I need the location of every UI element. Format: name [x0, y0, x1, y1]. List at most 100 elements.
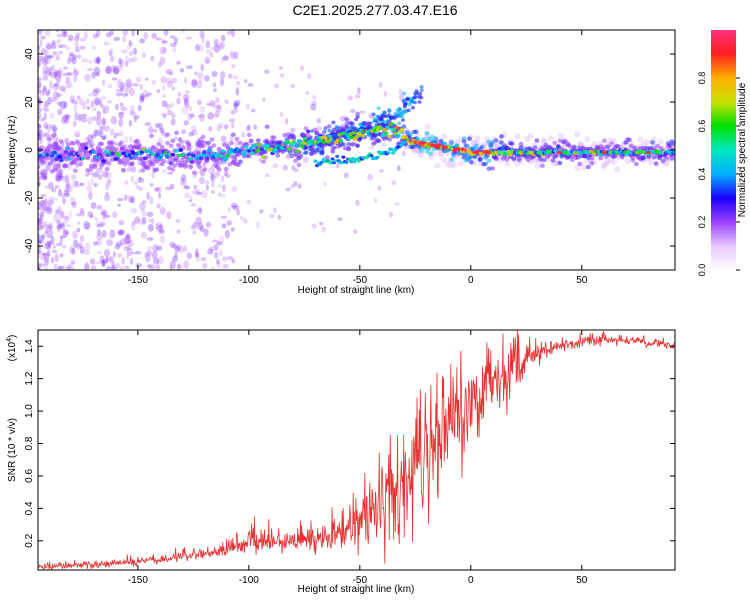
heatmap-cell [52, 244, 57, 250]
heatmap-cell [154, 159, 160, 164]
heatmap-cell [315, 164, 319, 168]
heatmap-cell [92, 172, 100, 178]
heatmap-cell [317, 135, 322, 140]
heatmap-cell [136, 144, 142, 150]
heatmap-cell [129, 111, 137, 116]
heatmap-cell [43, 252, 50, 260]
heatmap-cell [197, 114, 205, 118]
heatmap-cell [119, 238, 127, 246]
heatmap-cell [120, 167, 126, 173]
heatmap-cell [223, 170, 229, 176]
heatmap-cell [216, 124, 222, 132]
heatmap-cell [86, 68, 94, 72]
heatmap-cell [126, 253, 130, 260]
heatmap-cell [96, 117, 102, 126]
heatmap-cell [131, 56, 138, 62]
heatmap-cell [121, 49, 128, 54]
heatmap-cell [169, 264, 173, 270]
heatmap-cell [137, 218, 144, 226]
heatmap-cell [63, 216, 70, 225]
heatmap-cell [50, 71, 57, 79]
heatmap-cell [86, 98, 90, 104]
y-tick-label: 0 [24, 147, 35, 153]
heatmap-cell [38, 61, 41, 69]
heatmap-cell [115, 92, 122, 97]
heatmap-cell [41, 233, 46, 240]
heatmap-cell [209, 137, 215, 142]
heatmap-cell [144, 149, 149, 154]
heatmap-cell [55, 170, 62, 178]
heatmap-cell [41, 133, 48, 138]
heatmap-cell [581, 164, 587, 171]
heatmap-cell [243, 218, 248, 224]
heatmap-cell [67, 183, 74, 193]
heatmap-cell [126, 166, 133, 172]
heatmap-cell [94, 99, 101, 105]
heatmap-cell [58, 73, 62, 83]
heatmap-cell [401, 99, 406, 103]
heatmap-cell [170, 138, 176, 143]
heatmap-cell [220, 34, 226, 42]
heatmap-cell [216, 167, 222, 172]
heatmap-cell [499, 140, 504, 145]
heatmap-cell [142, 160, 147, 166]
heatmap-cell [46, 240, 52, 247]
heatmap-cell [39, 145, 44, 150]
heatmap-cell [574, 131, 581, 138]
heatmap-cell [162, 40, 168, 44]
heatmap-cell [42, 107, 50, 111]
heatmap-cell [111, 77, 118, 81]
heatmap-cell [160, 153, 165, 157]
heatmap-cell [111, 260, 116, 268]
heatmap-cell [94, 88, 101, 94]
heatmap-cell [591, 140, 597, 147]
heatmap-cell [46, 203, 52, 213]
heatmap-cell [299, 144, 305, 149]
heatmap-cell [62, 31, 67, 38]
heatmap-cell [424, 149, 430, 154]
heatmap-cell [73, 35, 80, 42]
y-tick-label: 1.2 [24, 371, 35, 385]
heatmap-cell [216, 104, 221, 110]
heatmap-cell [63, 230, 69, 235]
heatmap-cell [73, 239, 79, 249]
heatmap-cell [669, 156, 675, 161]
colorbar-label: Normalized spectral amplitude [737, 82, 748, 217]
heatmap-cell [56, 171, 63, 180]
heatmap-cell [143, 252, 149, 258]
heatmap-cell [200, 63, 205, 72]
heatmap-cell [516, 157, 522, 162]
heatmap-cell [39, 224, 45, 230]
heatmap-cell [125, 82, 132, 90]
heatmap-cell [44, 125, 49, 130]
heatmap-cell [158, 228, 165, 235]
heatmap-cell [543, 142, 549, 148]
heatmap-cell [87, 140, 92, 145]
heatmap-cell [190, 224, 196, 230]
heatmap-cell [90, 100, 95, 108]
heatmap-cell [38, 164, 41, 170]
heatmap-cell [198, 44, 204, 53]
page-title: C2E1.2025.277.03.47.E16 [292, 2, 458, 18]
heatmap-cell [52, 151, 58, 155]
heatmap-cell [399, 127, 404, 132]
colorbar-tick-label: 0.0 [697, 264, 707, 277]
heatmap-cell [175, 143, 181, 148]
x-tick-label: -50 [353, 275, 368, 286]
heatmap-cell [78, 98, 85, 106]
heatmap-cell [124, 88, 129, 96]
heatmap-cell [130, 195, 135, 203]
heatmap-cell [541, 157, 547, 163]
heatmap-cell [165, 132, 171, 137]
heatmap-cell [129, 162, 135, 167]
heatmap-cell [289, 153, 295, 159]
heatmap-cell [105, 265, 113, 270]
heatmap-cell [51, 249, 58, 253]
heatmap-cell [42, 65, 49, 75]
heatmap-cell [88, 191, 93, 200]
heatmap-cell [91, 116, 99, 122]
heatmap-cell [99, 99, 103, 108]
heatmap-cell [403, 110, 408, 114]
heatmap-cell [605, 144, 611, 149]
heatmap-cell [110, 65, 117, 73]
